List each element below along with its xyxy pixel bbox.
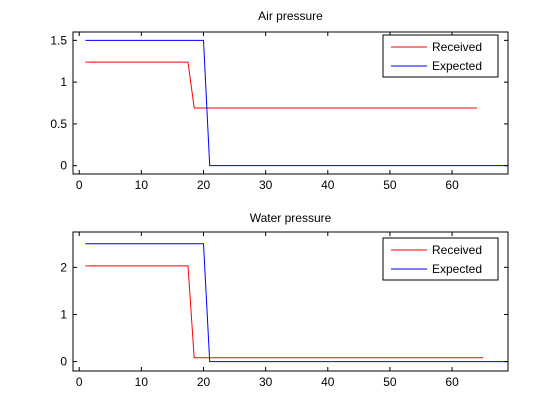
y-tick-label: 0 bbox=[60, 355, 67, 369]
chart-title: Water pressure bbox=[250, 211, 332, 225]
x-tick-label: 0 bbox=[76, 178, 83, 192]
x-tick-label: 30 bbox=[259, 375, 273, 389]
series-line-expected bbox=[85, 243, 508, 363]
y-tick-label: 1 bbox=[60, 307, 67, 321]
series-line-expected bbox=[85, 39, 508, 167]
air-pressure-chart: Air pressure 0 10 20 30 40 50 60 0 0.5 1 1.5 Receive… bbox=[50, 9, 509, 192]
y-tick-label: 1.5 bbox=[50, 33, 67, 47]
x-tick-label: 50 bbox=[383, 375, 397, 389]
x-tick-label: 20 bbox=[197, 178, 211, 192]
y-tick-label: 2 bbox=[60, 260, 67, 274]
x-tick-label: 40 bbox=[321, 178, 335, 192]
legend-label: Received bbox=[432, 243, 482, 257]
x-tick-label: 50 bbox=[383, 178, 397, 192]
y-tick-label: 0.5 bbox=[50, 117, 67, 131]
axes-frame bbox=[72, 31, 509, 175]
y-tick-label: 1 bbox=[60, 75, 67, 89]
x-tick-label: 40 bbox=[321, 375, 335, 389]
legend: Received Expected bbox=[382, 237, 499, 281]
legend-box bbox=[382, 237, 499, 281]
x-tick-label: 0 bbox=[76, 375, 83, 389]
water-pressure-chart: Water pressure 0 10 20 30 40 50 60 0 1 2 Received Ex… bbox=[60, 211, 509, 389]
x-tick-label: 60 bbox=[445, 375, 459, 389]
legend: Received Expected bbox=[382, 34, 499, 78]
legend-label: Received bbox=[432, 40, 482, 54]
x-tick-label: 30 bbox=[259, 178, 273, 192]
legend-label: Expected bbox=[432, 262, 482, 276]
x-tick-label: 20 bbox=[197, 375, 211, 389]
x-tick-label: 10 bbox=[135, 375, 149, 389]
chart-title: Air pressure bbox=[258, 9, 323, 23]
y-tick-label: 0 bbox=[60, 159, 67, 173]
series-line-received bbox=[85, 61, 477, 109]
series-line-received bbox=[85, 265, 484, 359]
x-tick-label: 10 bbox=[135, 178, 149, 192]
legend-label: Expected bbox=[432, 59, 482, 73]
legend-box bbox=[382, 34, 499, 78]
x-tick-label: 60 bbox=[445, 178, 459, 192]
axes-frame bbox=[72, 231, 509, 372]
